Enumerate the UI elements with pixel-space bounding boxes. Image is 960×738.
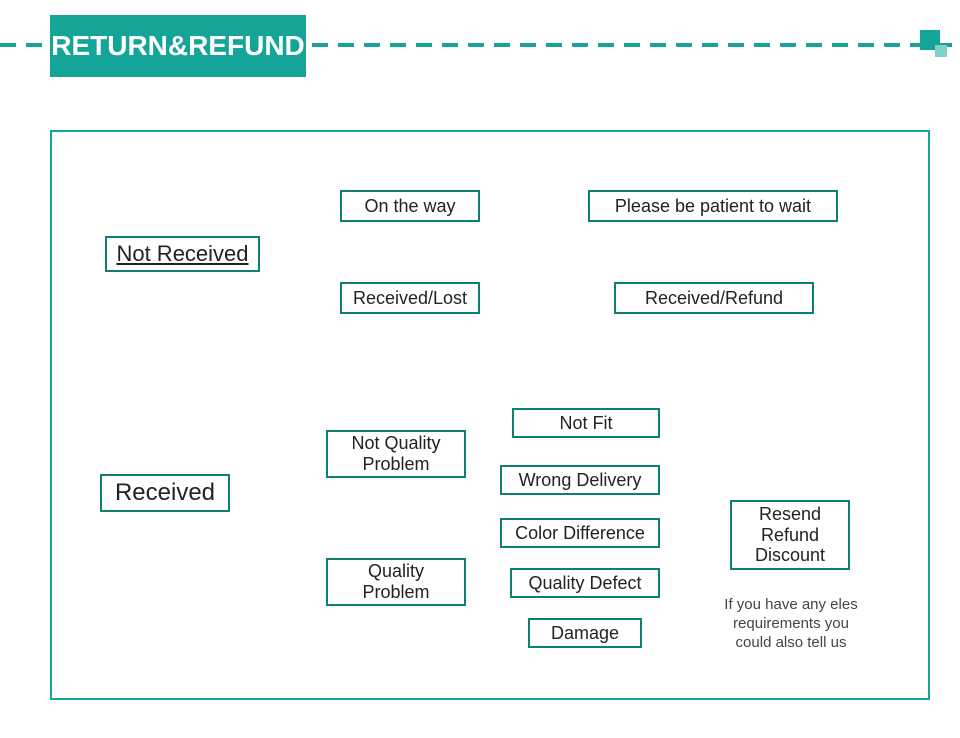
node-received-lost: Received/Lost xyxy=(340,282,480,314)
node-not-qp: Not Quality Problem xyxy=(326,430,466,478)
node-quality-defect: Quality Defect xyxy=(510,568,660,598)
node-color-diff: Color Difference xyxy=(500,518,660,548)
node-damage: Damage xyxy=(528,618,642,648)
node-resend: Resend Refund Discount xyxy=(730,500,850,570)
header-banner: RETURN&REFUND xyxy=(50,15,306,77)
node-qp: Quality Problem xyxy=(326,558,466,606)
node-received-refund: Received/Refund xyxy=(614,282,814,314)
node-not-received: Not Received xyxy=(105,236,260,272)
note-text: If you have any eles requirements you co… xyxy=(716,596,866,652)
node-on-the-way: On the way xyxy=(340,190,480,222)
header-accent-square xyxy=(935,45,947,57)
node-not-fit: Not Fit xyxy=(512,408,660,438)
node-wrong-delivery: Wrong Delivery xyxy=(500,465,660,495)
node-received: Received xyxy=(100,474,230,512)
node-patient: Please be patient to wait xyxy=(588,190,838,222)
